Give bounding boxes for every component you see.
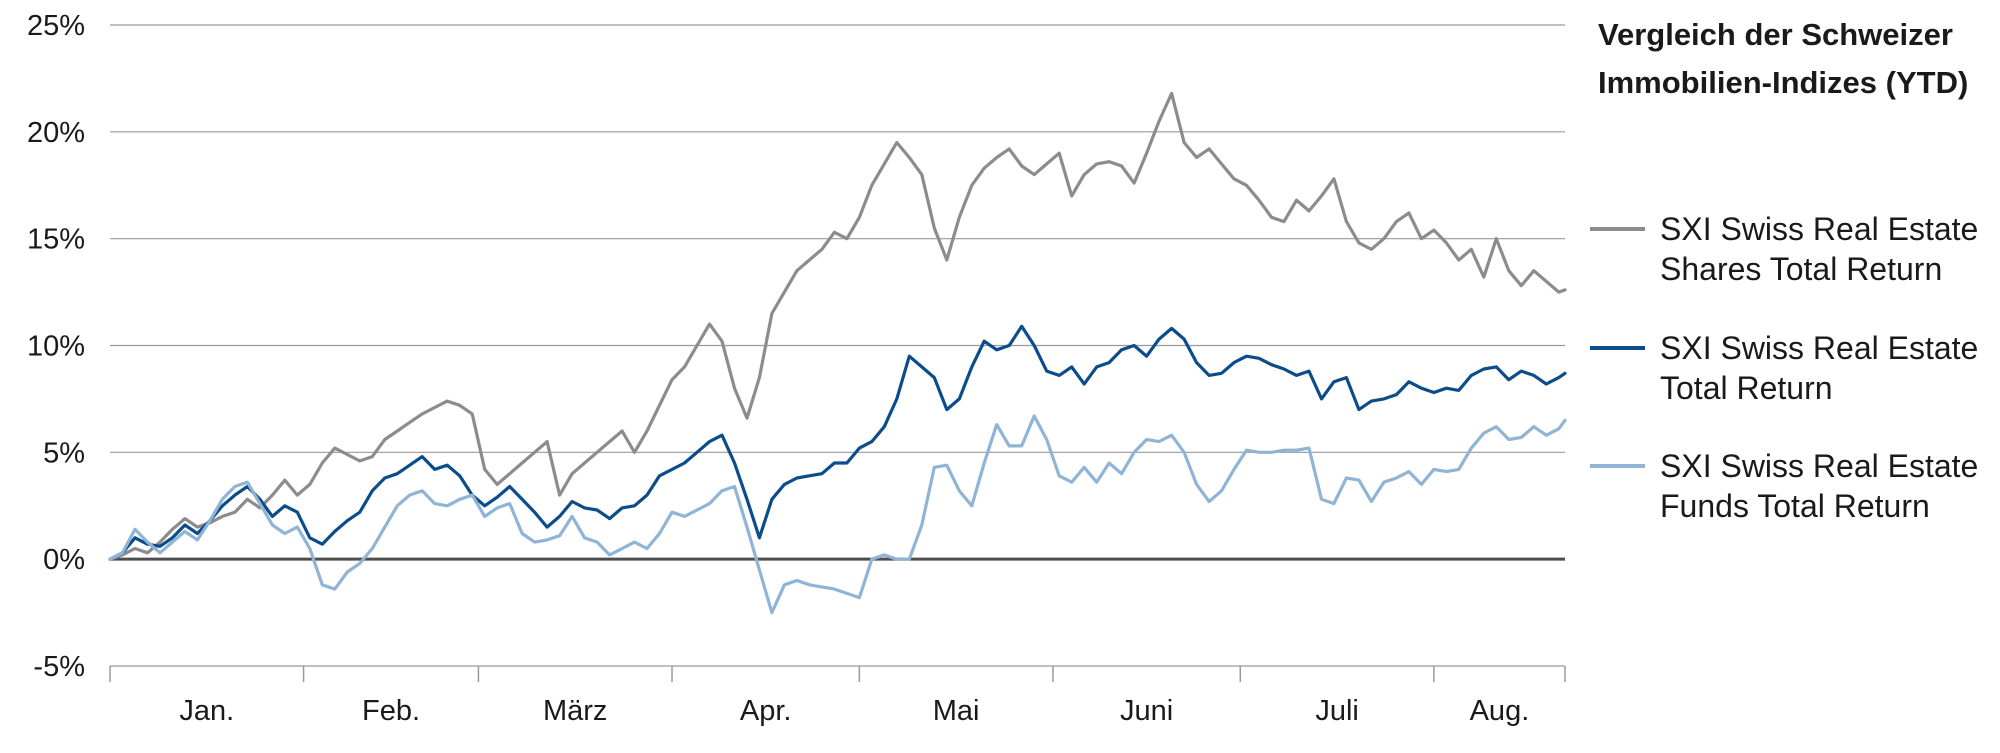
y-tick-label: 0% (43, 544, 85, 576)
legend-label-funds-line-2: Funds Total Return (1660, 488, 1930, 524)
x-tick-label: Juli (1315, 695, 1359, 727)
legend-item-funds: SXI Swiss Real Estate Funds Total Return (1590, 448, 1978, 524)
x-tick-label: Juni (1120, 695, 1173, 727)
series-lines (108, 91, 1567, 615)
legend-item-total: SXI Swiss Real Estate Total Return (1590, 330, 1978, 406)
y-tick-label: -5% (33, 651, 85, 683)
series-line-funds (108, 414, 1567, 615)
chart-title: Vergleich der Schweizer Immobilien-Indiz… (1598, 17, 1968, 100)
y-tick-label: 10% (27, 331, 85, 363)
legend-label-shares-line-2: Shares Total Return (1660, 251, 1942, 287)
x-tick-label: Aug. (1470, 695, 1530, 727)
series-line-total (108, 324, 1567, 561)
y-tick-label: 25% (27, 10, 85, 42)
x-tick-label: März (543, 695, 607, 727)
legend-label-funds-line-1: SXI Swiss Real Estate (1660, 448, 1978, 484)
x-axis-tick-labels: Jan. Feb. März Apr. Mai Juni Juli Aug. (179, 695, 1529, 727)
x-tick-label: Apr. (740, 695, 792, 727)
x-axis (109, 665, 1566, 682)
chart-title-line-2: Immobilien-Indizes (YTD) (1598, 65, 1968, 100)
legend-item-shares: SXI Swiss Real Estate Shares Total Retur… (1590, 211, 1978, 287)
x-tick-label: Feb. (362, 695, 420, 727)
gridlines (110, 24, 1565, 453)
series-line-shares (108, 91, 1567, 561)
y-tick-label: 20% (27, 117, 85, 149)
legend: SXI Swiss Real Estate Shares Total Retur… (1590, 211, 1978, 524)
legend-label-shares-line-1: SXI Swiss Real Estate (1660, 211, 1978, 247)
y-tick-label: 15% (27, 224, 85, 256)
legend-label-total-line-2: Total Return (1660, 370, 1833, 406)
y-tick-label: 5% (43, 437, 85, 469)
x-tick-label: Jan. (179, 695, 234, 727)
legend-label-total-line-1: SXI Swiss Real Estate (1660, 330, 1978, 366)
chart-title-line-1: Vergleich der Schweizer (1598, 17, 1953, 52)
y-axis-tick-labels: 25% 20% 15% 10% 5% 0% -5% (27, 10, 85, 683)
x-tick-label: Mai (933, 695, 980, 727)
